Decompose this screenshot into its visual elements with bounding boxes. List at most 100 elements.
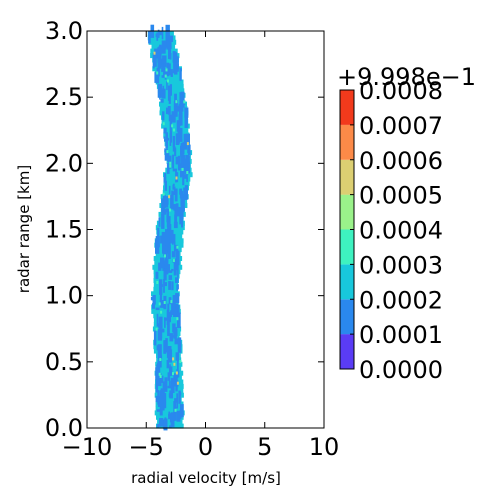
data-cell-speck xyxy=(186,171,189,174)
data-cell-streak xyxy=(180,106,183,119)
data-cell-streak xyxy=(161,328,165,333)
data-cell-speck xyxy=(174,408,177,412)
data-cell-speck xyxy=(175,371,178,375)
data-cell-streak xyxy=(173,373,178,385)
data-cell-streak xyxy=(170,310,172,318)
data-cell-streak xyxy=(166,209,169,223)
data-cell-speck xyxy=(153,51,156,55)
data-cell-streak xyxy=(163,419,167,423)
data-cell-streak xyxy=(171,111,176,123)
data-cell-streak xyxy=(175,293,180,304)
data-cell-streak xyxy=(164,180,167,191)
data-cell-streak xyxy=(179,404,184,418)
data-cell-speck xyxy=(164,254,166,258)
data-cell-streak xyxy=(183,174,188,179)
data-cell-streak xyxy=(168,264,170,272)
data-cell-streak xyxy=(156,313,159,327)
data-cell-speck xyxy=(156,71,159,75)
data-cell-streak xyxy=(169,425,172,429)
data-cell-streak xyxy=(184,158,188,174)
data-cell-streak xyxy=(168,380,171,389)
data-cell-streak xyxy=(171,190,174,206)
data-cell-streak xyxy=(177,128,180,138)
colorbar-tick-label: 0.0001 xyxy=(359,321,443,349)
data-cell-streak xyxy=(185,133,190,144)
x-tick-label: 10 xyxy=(309,433,340,461)
data-cell-speck xyxy=(172,259,175,263)
data-cell-streak xyxy=(175,203,179,214)
data-cell-streak xyxy=(167,224,172,231)
data-cell-streak xyxy=(157,83,163,98)
data-cell-band xyxy=(156,75,182,81)
data-cell-streak xyxy=(174,406,177,421)
data-cell-streak xyxy=(175,133,180,145)
data-cell-streak xyxy=(172,186,176,190)
data-cell-streak xyxy=(167,35,170,47)
data-cell-streak xyxy=(173,241,176,252)
data-cell-streak xyxy=(161,300,165,308)
colorbar-segment xyxy=(340,194,354,230)
data-cell-streak xyxy=(160,388,163,404)
colorbar-segment xyxy=(340,299,354,335)
data-cell-streak xyxy=(174,209,177,220)
data-cell-speck xyxy=(169,208,172,212)
data-cell-streak xyxy=(173,188,177,195)
data-cell-band xyxy=(163,181,190,186)
y-tick-label: 2.5 xyxy=(45,83,83,111)
data-cell-speck xyxy=(175,100,178,104)
data-cell-streak xyxy=(184,107,189,118)
data-cell-streak xyxy=(175,304,179,308)
data-cell-streak xyxy=(184,114,188,128)
data-cell-speck xyxy=(172,357,175,361)
data-cell-streak xyxy=(152,295,156,305)
data-cell-streak xyxy=(167,320,170,336)
data-cell-streak xyxy=(159,30,163,36)
data-cell-streak xyxy=(160,375,164,383)
x-axis-label: radial velocity [m/s] xyxy=(131,469,281,487)
data-cell-streak xyxy=(176,393,179,409)
data-cell-streak xyxy=(167,153,170,162)
data-cell-streak xyxy=(176,257,178,271)
data-cell-streak xyxy=(168,185,171,194)
data-cell-speck xyxy=(162,192,165,196)
data-cell-streak xyxy=(168,270,173,273)
data-cell-streak xyxy=(164,417,167,429)
data-cell-streak xyxy=(161,40,166,54)
data-cell-streak xyxy=(159,418,162,427)
data-cell-streak xyxy=(164,317,166,328)
data-cell-streak xyxy=(160,418,164,427)
data-cell-streak xyxy=(166,107,171,115)
colorbar-tick-label: 0.0007 xyxy=(359,112,443,140)
data-cell-streak xyxy=(174,398,177,403)
data-cell-band xyxy=(157,397,182,403)
data-cell-band xyxy=(151,291,180,297)
colorbar-segment xyxy=(340,159,354,195)
data-cell-streak xyxy=(172,154,175,169)
data-cell-streak xyxy=(154,48,158,59)
data-cell-streak xyxy=(172,234,176,244)
data-cell-streak xyxy=(155,377,159,393)
data-cell-streak xyxy=(180,196,182,206)
data-cell-band xyxy=(164,150,193,156)
data-cell-streak xyxy=(164,239,168,251)
data-cell-speck xyxy=(163,301,166,304)
data-cell-streak xyxy=(156,32,159,41)
data-cell-streak xyxy=(173,335,176,338)
data-cell-speck xyxy=(158,302,161,306)
data-cell-streak xyxy=(157,373,162,387)
data-cell-streak xyxy=(164,150,169,161)
data-cell-streak xyxy=(165,132,168,149)
data-cell-band xyxy=(155,401,184,407)
data-cell-streak xyxy=(165,338,168,353)
data-cell-streak xyxy=(178,410,182,419)
data-cell-streak xyxy=(174,244,179,252)
data-cell-band xyxy=(166,145,190,151)
data-cell-streak xyxy=(157,227,160,238)
data-cell-streak xyxy=(148,30,151,44)
data-cell-streak xyxy=(158,217,161,227)
data-cell-streak xyxy=(170,69,173,77)
data-cell-streak xyxy=(152,55,157,67)
data-cell-streak xyxy=(173,221,178,229)
data-cell-streak xyxy=(168,413,173,420)
